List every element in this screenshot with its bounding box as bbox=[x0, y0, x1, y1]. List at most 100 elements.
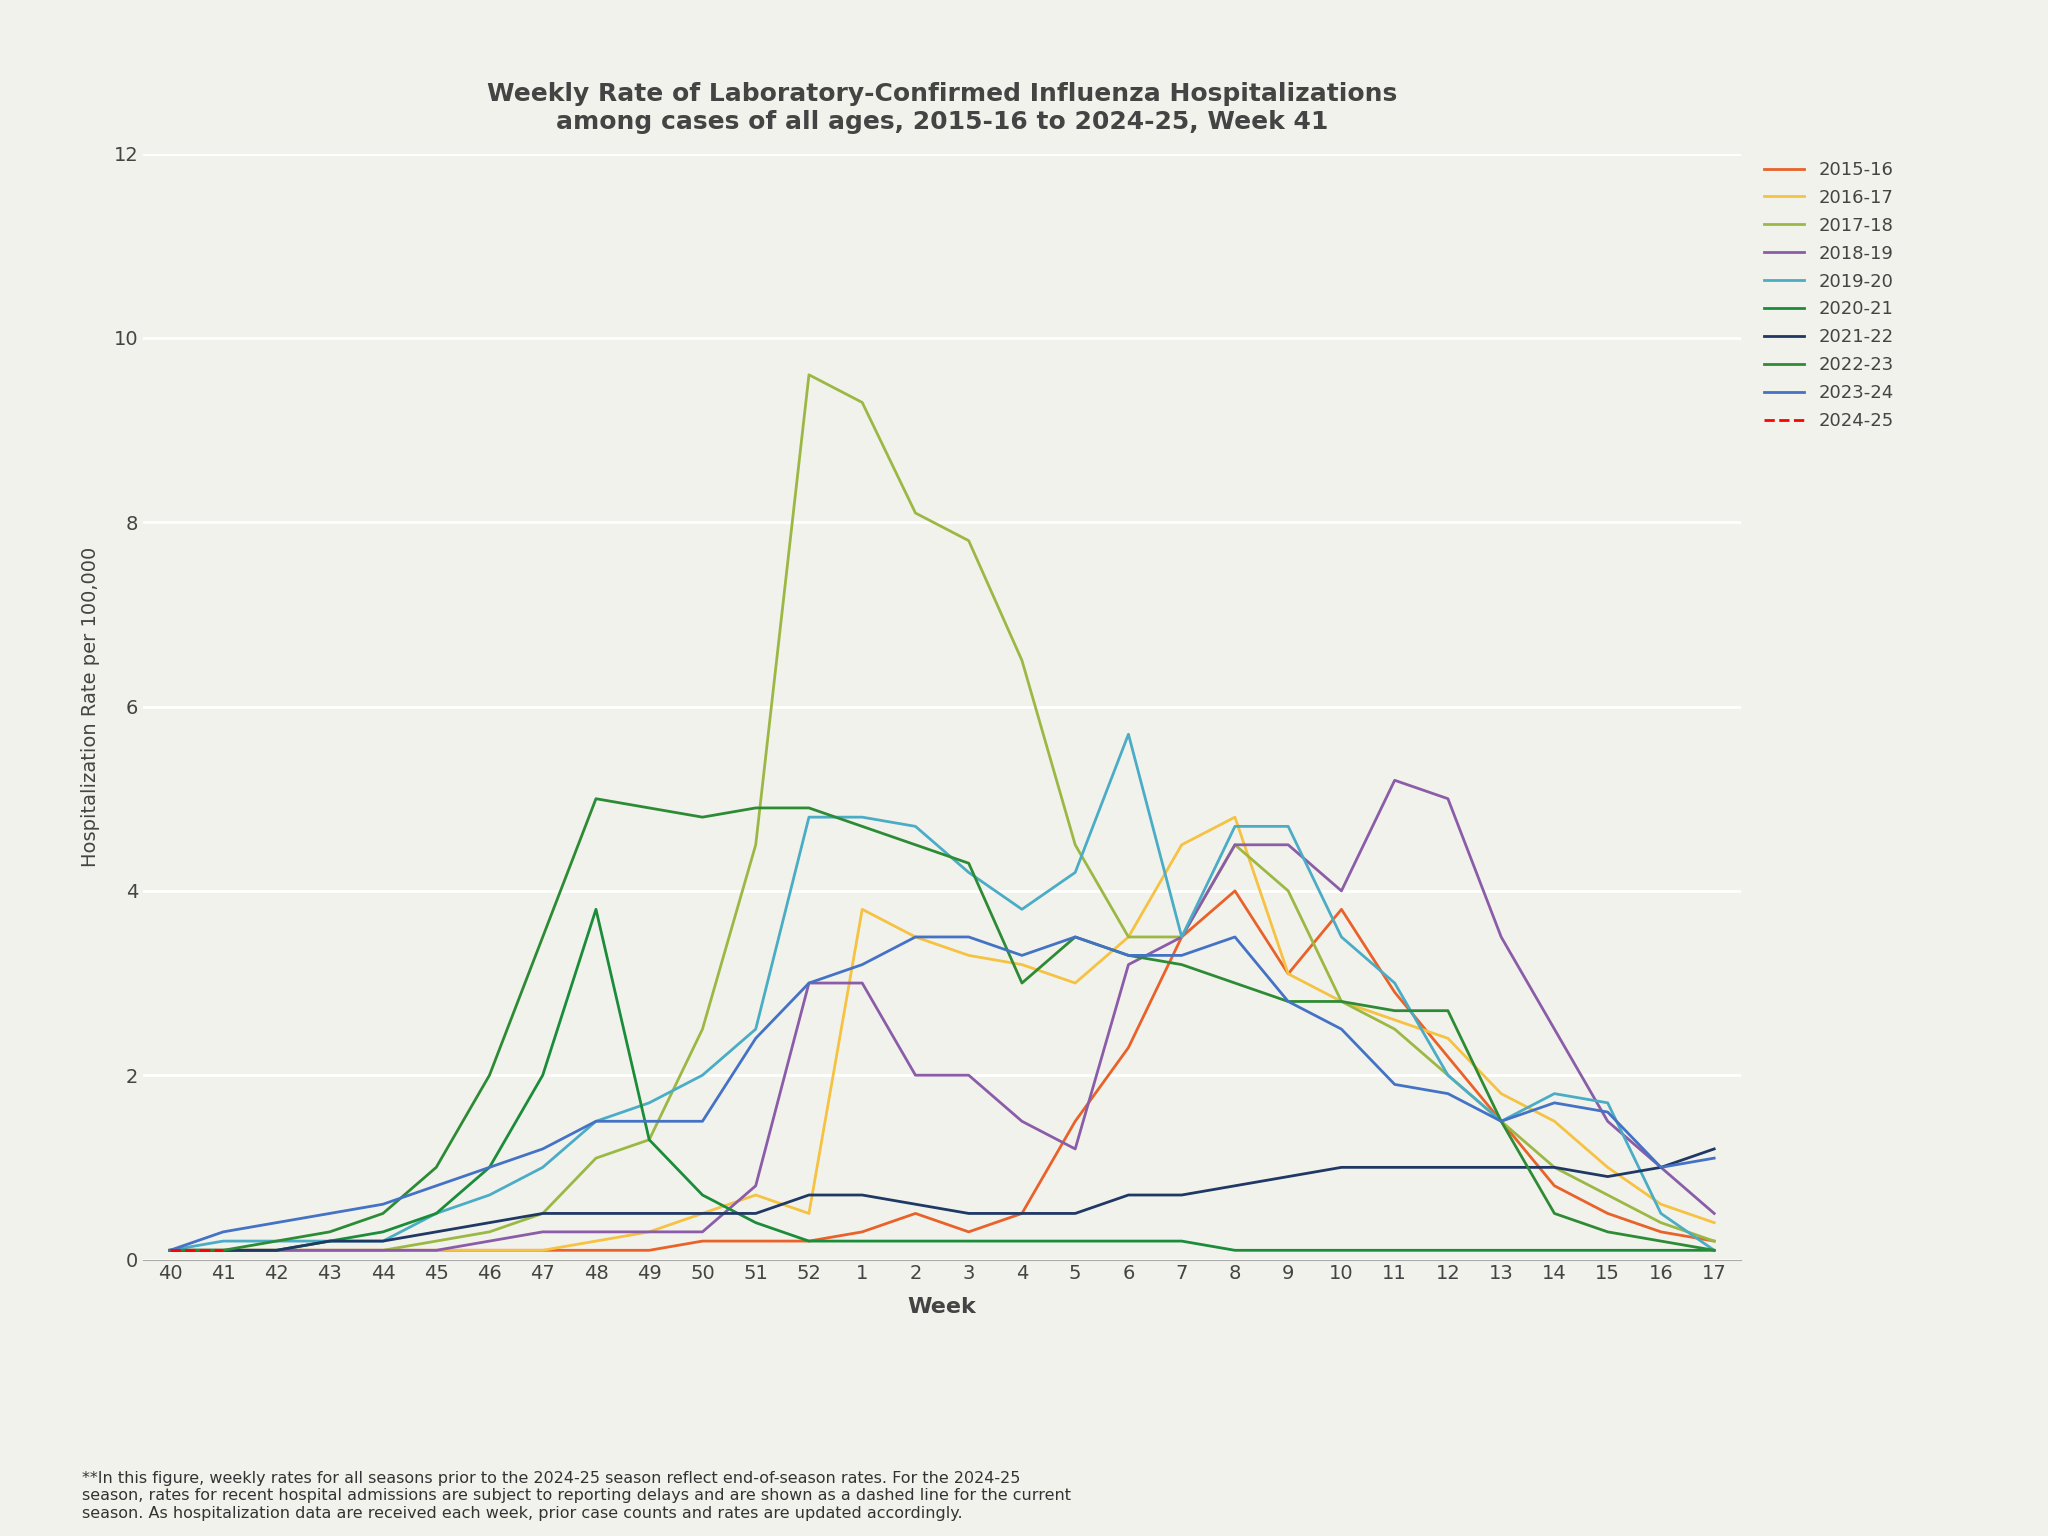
2022-23 bbox=[1542, 1204, 1567, 1223]
2019-20 bbox=[956, 863, 981, 882]
2019-20 bbox=[1436, 1066, 1460, 1084]
2021-22 bbox=[637, 1204, 662, 1223]
2023-24 bbox=[690, 1112, 715, 1130]
2023-24 bbox=[956, 928, 981, 946]
2016-17 bbox=[1063, 974, 1087, 992]
2023-24 bbox=[530, 1140, 555, 1158]
2023-24 bbox=[1329, 1020, 1354, 1038]
2023-24 bbox=[637, 1112, 662, 1130]
2022-23 bbox=[743, 799, 768, 817]
2017-18 bbox=[477, 1223, 502, 1241]
2022-23 bbox=[424, 1158, 449, 1177]
2021-22 bbox=[743, 1204, 768, 1223]
2018-19 bbox=[1649, 1158, 1673, 1177]
2017-18 bbox=[158, 1241, 182, 1260]
2020-21 bbox=[1382, 1241, 1407, 1260]
2018-19 bbox=[1382, 771, 1407, 790]
2023-24 bbox=[1276, 992, 1300, 1011]
2023-24 bbox=[1702, 1149, 1726, 1167]
2016-17 bbox=[1223, 808, 1247, 826]
2020-21 bbox=[1595, 1241, 1620, 1260]
2018-19 bbox=[1063, 1140, 1087, 1158]
2019-20 bbox=[1116, 725, 1141, 743]
2017-18 bbox=[317, 1241, 342, 1260]
2018-19 bbox=[1595, 1112, 1620, 1130]
2023-24 bbox=[743, 1029, 768, 1048]
2018-19 bbox=[264, 1241, 289, 1260]
2018-19 bbox=[317, 1241, 342, 1260]
2022-23 bbox=[637, 799, 662, 817]
2023-24 bbox=[1116, 946, 1141, 965]
2017-18 bbox=[850, 393, 874, 412]
2017-18 bbox=[1649, 1213, 1673, 1232]
2017-18 bbox=[530, 1204, 555, 1223]
2021-22 bbox=[1436, 1158, 1460, 1177]
2023-24 bbox=[1223, 928, 1247, 946]
2023-24 bbox=[1063, 928, 1087, 946]
2016-17 bbox=[424, 1241, 449, 1260]
2023-24 bbox=[424, 1177, 449, 1195]
2018-19 bbox=[797, 974, 821, 992]
2018-19 bbox=[584, 1223, 608, 1241]
2019-20 bbox=[1329, 928, 1354, 946]
2020-21 bbox=[956, 1232, 981, 1250]
2017-18 bbox=[1702, 1232, 1726, 1250]
Line: 2022-23: 2022-23 bbox=[170, 799, 1714, 1250]
Line: 2019-20: 2019-20 bbox=[170, 734, 1714, 1250]
2021-22 bbox=[1595, 1167, 1620, 1186]
2015-16 bbox=[1010, 1204, 1034, 1223]
2022-23 bbox=[1063, 928, 1087, 946]
2020-21 bbox=[637, 1130, 662, 1149]
2016-17 bbox=[1382, 1011, 1407, 1029]
2019-20 bbox=[1010, 900, 1034, 919]
2022-23 bbox=[1010, 974, 1034, 992]
2022-23 bbox=[317, 1223, 342, 1241]
2021-22 bbox=[584, 1204, 608, 1223]
2021-22 bbox=[850, 1186, 874, 1204]
2019-20 bbox=[1702, 1241, 1726, 1260]
2017-18 bbox=[1223, 836, 1247, 854]
2023-24 bbox=[1010, 946, 1034, 965]
2016-17 bbox=[530, 1241, 555, 1260]
2018-19 bbox=[1223, 836, 1247, 854]
2016-17 bbox=[317, 1241, 342, 1260]
2015-16 bbox=[424, 1241, 449, 1260]
2016-17 bbox=[797, 1204, 821, 1223]
2019-20 bbox=[1169, 928, 1194, 946]
2020-21 bbox=[530, 1066, 555, 1084]
2020-21 bbox=[797, 1232, 821, 1250]
2016-17 bbox=[637, 1223, 662, 1241]
2016-17 bbox=[1595, 1158, 1620, 1177]
2023-24 bbox=[584, 1112, 608, 1130]
2017-18 bbox=[1010, 651, 1034, 670]
2022-23 bbox=[158, 1241, 182, 1260]
2015-16 bbox=[1649, 1223, 1673, 1241]
2017-18 bbox=[797, 366, 821, 384]
2018-19 bbox=[1542, 1020, 1567, 1038]
2020-21 bbox=[743, 1213, 768, 1232]
2016-17 bbox=[1010, 955, 1034, 974]
2023-24 bbox=[1649, 1158, 1673, 1177]
2015-16 bbox=[797, 1232, 821, 1250]
Title: Weekly Rate of Laboratory-Confirmed Influenza Hospitalizations
among cases of al: Weekly Rate of Laboratory-Confirmed Infl… bbox=[487, 81, 1397, 134]
X-axis label: Week: Week bbox=[907, 1298, 977, 1318]
Line: 2021-22: 2021-22 bbox=[170, 1149, 1714, 1250]
2023-24 bbox=[1382, 1075, 1407, 1094]
2020-21 bbox=[317, 1232, 342, 1250]
2015-16 bbox=[1329, 900, 1354, 919]
2020-21 bbox=[1010, 1232, 1034, 1250]
2019-20 bbox=[317, 1232, 342, 1250]
2022-23 bbox=[1223, 974, 1247, 992]
2022-23 bbox=[797, 799, 821, 817]
2022-23 bbox=[477, 1066, 502, 1084]
2017-18 bbox=[743, 836, 768, 854]
2022-23 bbox=[1649, 1232, 1673, 1250]
2022-23 bbox=[1595, 1223, 1620, 1241]
2020-21 bbox=[371, 1223, 395, 1241]
2023-24 bbox=[371, 1195, 395, 1213]
2017-18 bbox=[1436, 1066, 1460, 1084]
2018-19 bbox=[424, 1241, 449, 1260]
2022-23 bbox=[1116, 946, 1141, 965]
2022-23 bbox=[371, 1204, 395, 1223]
2017-18 bbox=[424, 1232, 449, 1250]
